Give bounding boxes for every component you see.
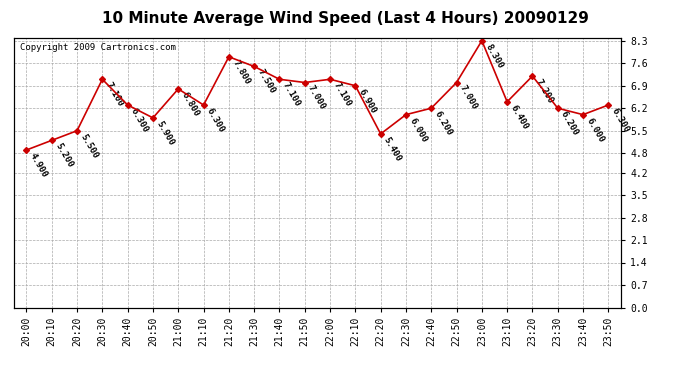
Text: 7.500: 7.500 xyxy=(255,68,277,96)
Text: 7.800: 7.800 xyxy=(230,58,251,86)
Text: 6.300: 6.300 xyxy=(610,106,631,134)
Text: 6.300: 6.300 xyxy=(205,106,226,134)
Text: 6.900: 6.900 xyxy=(357,87,378,115)
Text: 7.000: 7.000 xyxy=(458,84,479,112)
Text: 6.000: 6.000 xyxy=(407,116,428,144)
Text: 7.100: 7.100 xyxy=(281,81,302,108)
Text: 6.000: 6.000 xyxy=(584,116,606,144)
Text: 6.400: 6.400 xyxy=(509,103,530,131)
Text: 6.200: 6.200 xyxy=(559,110,580,137)
Text: 8.300: 8.300 xyxy=(483,42,504,70)
Text: 5.900: 5.900 xyxy=(155,119,175,147)
Text: 5.500: 5.500 xyxy=(79,132,99,160)
Text: 4.900: 4.900 xyxy=(28,152,49,179)
Text: 5.400: 5.400 xyxy=(382,135,403,163)
Text: 7.000: 7.000 xyxy=(306,84,327,112)
Text: 6.200: 6.200 xyxy=(433,110,454,137)
Text: 10 Minute Average Wind Speed (Last 4 Hours) 20090129: 10 Minute Average Wind Speed (Last 4 Hou… xyxy=(101,11,589,26)
Text: 5.200: 5.200 xyxy=(53,142,75,170)
Text: Copyright 2009 Cartronics.com: Copyright 2009 Cartronics.com xyxy=(20,43,176,52)
Text: 7.100: 7.100 xyxy=(331,81,353,108)
Text: 6.300: 6.300 xyxy=(129,106,150,134)
Text: 7.100: 7.100 xyxy=(104,81,125,108)
Text: 6.800: 6.800 xyxy=(179,90,201,118)
Text: 7.200: 7.200 xyxy=(534,78,555,105)
